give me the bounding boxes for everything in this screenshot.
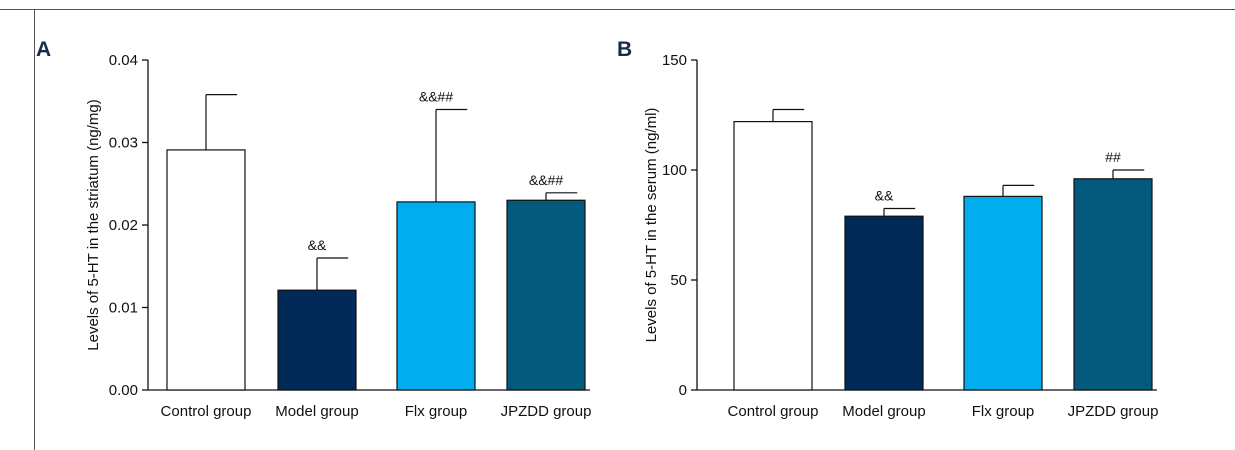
- panel-a-label: A: [36, 38, 51, 61]
- panel-a-category-label: Control group: [161, 403, 252, 420]
- panel-b-significance-label: &&: [875, 188, 894, 204]
- panel-b-category-label: JPZDD group: [1068, 403, 1159, 420]
- frame-top-border: [0, 9, 1235, 10]
- panel-b-label: B: [617, 38, 632, 61]
- panel-a-bar: [506, 199, 586, 391]
- panel-a-y-tick-label: 0.01: [109, 300, 138, 317]
- panel-b-bar: [1073, 178, 1153, 391]
- panel-b-category-label: Flx group: [972, 403, 1035, 420]
- panel-b-y-tick-label: 100: [662, 162, 687, 179]
- panel-b-bar: [733, 120, 813, 391]
- panel-a-y-axis-label: Levels of 5-HT in the striatum (ng/mg): [85, 99, 102, 350]
- panel-a-significance-label: &&##: [529, 172, 563, 188]
- panel-a-category-label: Flx group: [405, 403, 468, 420]
- panel-a-y-tick-label: 0.02: [109, 217, 138, 234]
- panel-a-significance-label: &&##: [419, 89, 453, 105]
- panel-b-y-axis-label: Levels of 5-HT in the serum (ng/ml): [643, 108, 660, 343]
- panel-b-y-tick-label: 0: [679, 382, 687, 399]
- panel-a-y-tick-label: 0.03: [109, 135, 138, 152]
- panel-a-bar: [166, 149, 246, 391]
- panel-a-y-tick-label: 0.00: [109, 382, 138, 399]
- panel-b-category-label: Model group: [842, 403, 925, 420]
- panel-b-y-tick-label: 150: [662, 52, 687, 69]
- panel-a-bar: [396, 201, 476, 391]
- panel-b-significance-label: ##: [1105, 149, 1121, 165]
- panel-a-category-label: Model group: [275, 403, 358, 420]
- panel-b-category-label: Control group: [728, 403, 819, 420]
- panel-a-category-label: JPZDD group: [501, 403, 592, 420]
- panel-b-bar: [844, 215, 924, 391]
- panel-a-significance-label: &&: [308, 237, 327, 253]
- frame-left-border: [34, 9, 35, 450]
- panel-b-y-tick-label: 50: [670, 272, 687, 289]
- panel-b-bar: [963, 195, 1043, 391]
- panel-a-y-tick-label: 0.04: [109, 52, 138, 69]
- panel-a-bar: [277, 289, 357, 391]
